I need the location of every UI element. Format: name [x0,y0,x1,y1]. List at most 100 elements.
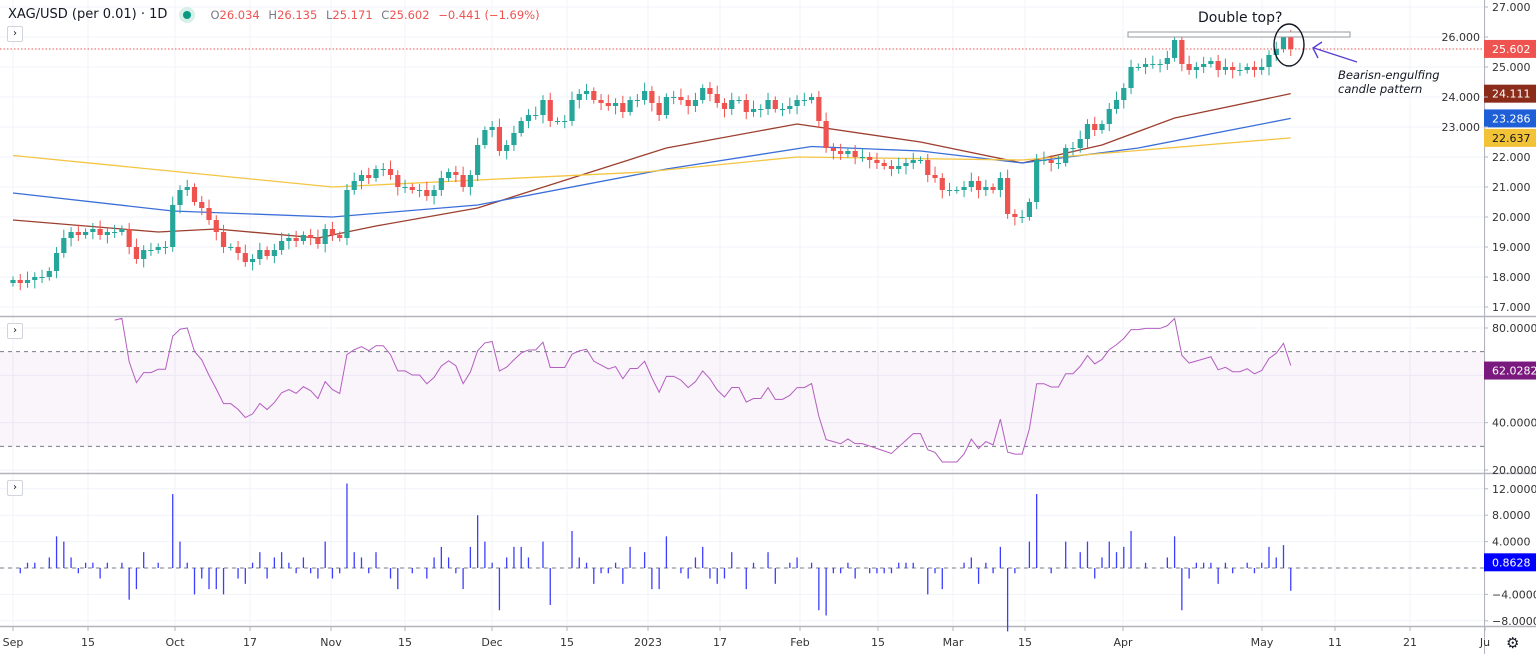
candle [671,91,677,105]
candle-body [83,232,89,235]
candle-body [874,160,880,163]
candle-body [765,100,771,109]
candle [583,83,590,100]
candle [612,98,619,115]
candle-body [685,100,691,106]
candle [155,243,161,254]
time-axis-label: 2023 [634,636,662,649]
candle-body [830,148,836,151]
candle [888,160,895,177]
candle-body [997,178,1003,190]
settings-gear-icon[interactable]: ⚙ [1506,634,1520,652]
candle [983,179,989,196]
candle [779,103,786,117]
candle [554,117,561,125]
candle-body [504,145,510,151]
candle [61,229,67,258]
candle-body [554,121,561,122]
candle-body [1179,40,1185,64]
candle-body [627,100,633,112]
candle-body [1034,160,1040,202]
candle-body [184,187,190,190]
candle [83,228,89,239]
candle-body [402,187,408,188]
histogram-axis-label: −8.0000 [1492,615,1536,628]
bearish-engulfing-annotation[interactable]: Bearisn-engulfing candle pattern [1338,68,1440,96]
candle-body [1142,64,1149,67]
collapse-rsi-legend-button[interactable]: › [7,323,23,339]
candle-body [496,127,503,151]
candle-body [264,250,270,256]
candle-body [39,277,45,278]
candle [1026,198,1032,221]
candle-body [249,259,256,262]
time-axis-label: May [1251,636,1274,649]
candle-body [344,190,350,238]
candle [750,100,757,117]
candle-body [758,109,764,110]
change-value: −0.441 (−1.69%) [438,7,540,22]
candle-body [917,160,924,161]
candle-body [315,238,321,244]
candle [627,96,633,116]
candle [990,183,996,194]
candle-body [191,187,198,202]
candle [932,166,938,183]
candle-body [1215,61,1221,70]
candle-body [1084,124,1091,139]
candle-body [337,235,343,238]
candle [743,94,749,120]
symbol-title[interactable]: XAG/USD (per 0.01) · 1D [8,7,168,22]
candle [939,173,945,199]
candle [794,95,800,115]
candle [344,184,350,246]
rsi-value-tag: 62.0282 [1484,361,1536,380]
candle-body [61,238,67,253]
candle-body [351,181,357,190]
candle [97,220,103,240]
candle-body [228,247,234,248]
high-value: 26.135 [277,7,318,22]
price-axis-label: 26.000 [1442,31,1481,44]
candle [206,199,212,225]
candle-body [663,97,669,115]
candle [801,92,807,106]
collapse-main-legend-button[interactable]: › [7,26,23,42]
candle [881,159,887,170]
candle [228,243,234,251]
rsi-axis-label: 40.0000 [1492,417,1536,430]
candle [1230,62,1236,79]
candle [373,165,379,182]
candle [1179,34,1185,72]
candle-body [53,253,60,271]
candle-body [656,103,662,115]
candle-body [1230,67,1236,70]
candle [1222,58,1229,75]
candle-body [329,229,336,235]
candle-body [1106,109,1112,124]
candle [1142,58,1149,75]
candle-body [446,172,452,178]
time-axis-label: 15 [871,636,885,649]
price-tag-bg [1484,553,1536,572]
candle [460,166,466,192]
candle [1273,41,1279,61]
collapse-histogram-legend-button[interactable]: › [7,480,23,496]
candle-body [1251,67,1258,70]
candle [758,104,764,118]
candle-body [518,121,524,133]
candle-body [1121,88,1127,100]
low-value: 25.171 [332,7,373,22]
candle [1070,142,1076,156]
candle [765,92,771,115]
candle [504,140,510,160]
candle [1237,62,1243,76]
double-top-annotation[interactable]: Double top? [1198,10,1283,26]
candle [1128,59,1134,94]
candle-body [279,241,285,250]
candle [1034,154,1040,210]
price-tag-bg [1484,109,1536,128]
candle-body [946,190,953,191]
candle [896,157,902,174]
